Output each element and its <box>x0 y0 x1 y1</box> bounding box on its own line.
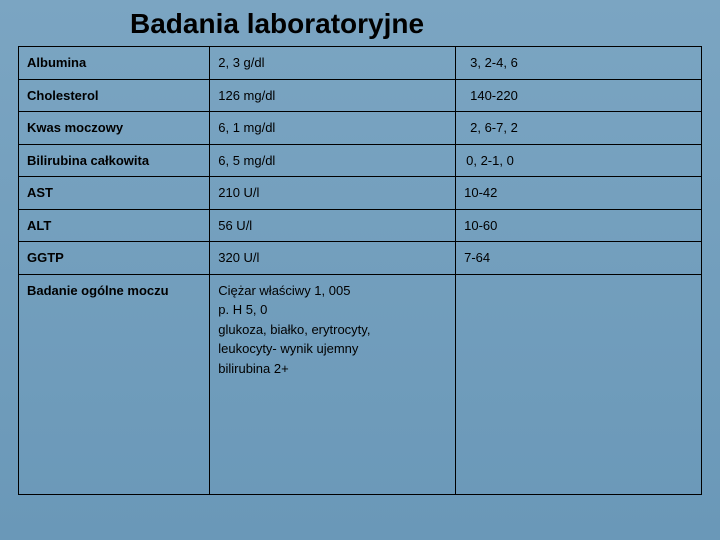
cell-name: Cholesterol <box>19 79 210 112</box>
cell-value: 126 mg/dl <box>210 79 456 112</box>
cell-name: AST <box>19 177 210 210</box>
cell-name: Albumina <box>19 47 210 80</box>
cell-reference <box>456 274 702 494</box>
cell-reference: 10-60 <box>456 209 702 242</box>
cell-name: Bilirubina całkowita <box>19 144 210 177</box>
cell-reference: 140-220 <box>456 79 702 112</box>
lab-table: Albumina2, 3 g/dl3, 2-4, 6Cholesterol126… <box>18 46 702 495</box>
cell-reference: 2, 6-7, 2 <box>456 112 702 145</box>
cell-value: 320 U/l <box>210 242 456 275</box>
table-row: Badanie ogólne moczuCiężar właściwy 1, 0… <box>19 274 702 494</box>
cell-value: 6, 1 mg/dl <box>210 112 456 145</box>
cell-value: 210 U/l <box>210 177 456 210</box>
table-row: Cholesterol126 mg/dl140-220 <box>19 79 702 112</box>
lab-table-container: Albumina2, 3 g/dl3, 2-4, 6Cholesterol126… <box>0 46 720 495</box>
table-row: Albumina2, 3 g/dl3, 2-4, 6 <box>19 47 702 80</box>
cell-value: 6, 5 mg/dl <box>210 144 456 177</box>
cell-value: Ciężar właściwy 1, 005p. H 5, 0glukoza, … <box>210 274 456 494</box>
cell-value: 2, 3 g/dl <box>210 47 456 80</box>
table-row: Bilirubina całkowita6, 5 mg/dl0, 2-1, 0 <box>19 144 702 177</box>
cell-reference: 3, 2-4, 6 <box>456 47 702 80</box>
table-row: ALT56 U/l10-60 <box>19 209 702 242</box>
page-title: Badania laboratoryjne <box>0 0 720 46</box>
cell-name: Badanie ogólne moczu <box>19 274 210 494</box>
cell-reference: 7-64 <box>456 242 702 275</box>
table-row: GGTP320 U/l7-64 <box>19 242 702 275</box>
cell-name: GGTP <box>19 242 210 275</box>
cell-value: 56 U/l <box>210 209 456 242</box>
cell-name: ALT <box>19 209 210 242</box>
cell-reference: 10-42 <box>456 177 702 210</box>
cell-reference: 0, 2-1, 0 <box>456 144 702 177</box>
table-row: AST210 U/l10-42 <box>19 177 702 210</box>
table-row: Kwas moczowy6, 1 mg/dl2, 6-7, 2 <box>19 112 702 145</box>
cell-name: Kwas moczowy <box>19 112 210 145</box>
